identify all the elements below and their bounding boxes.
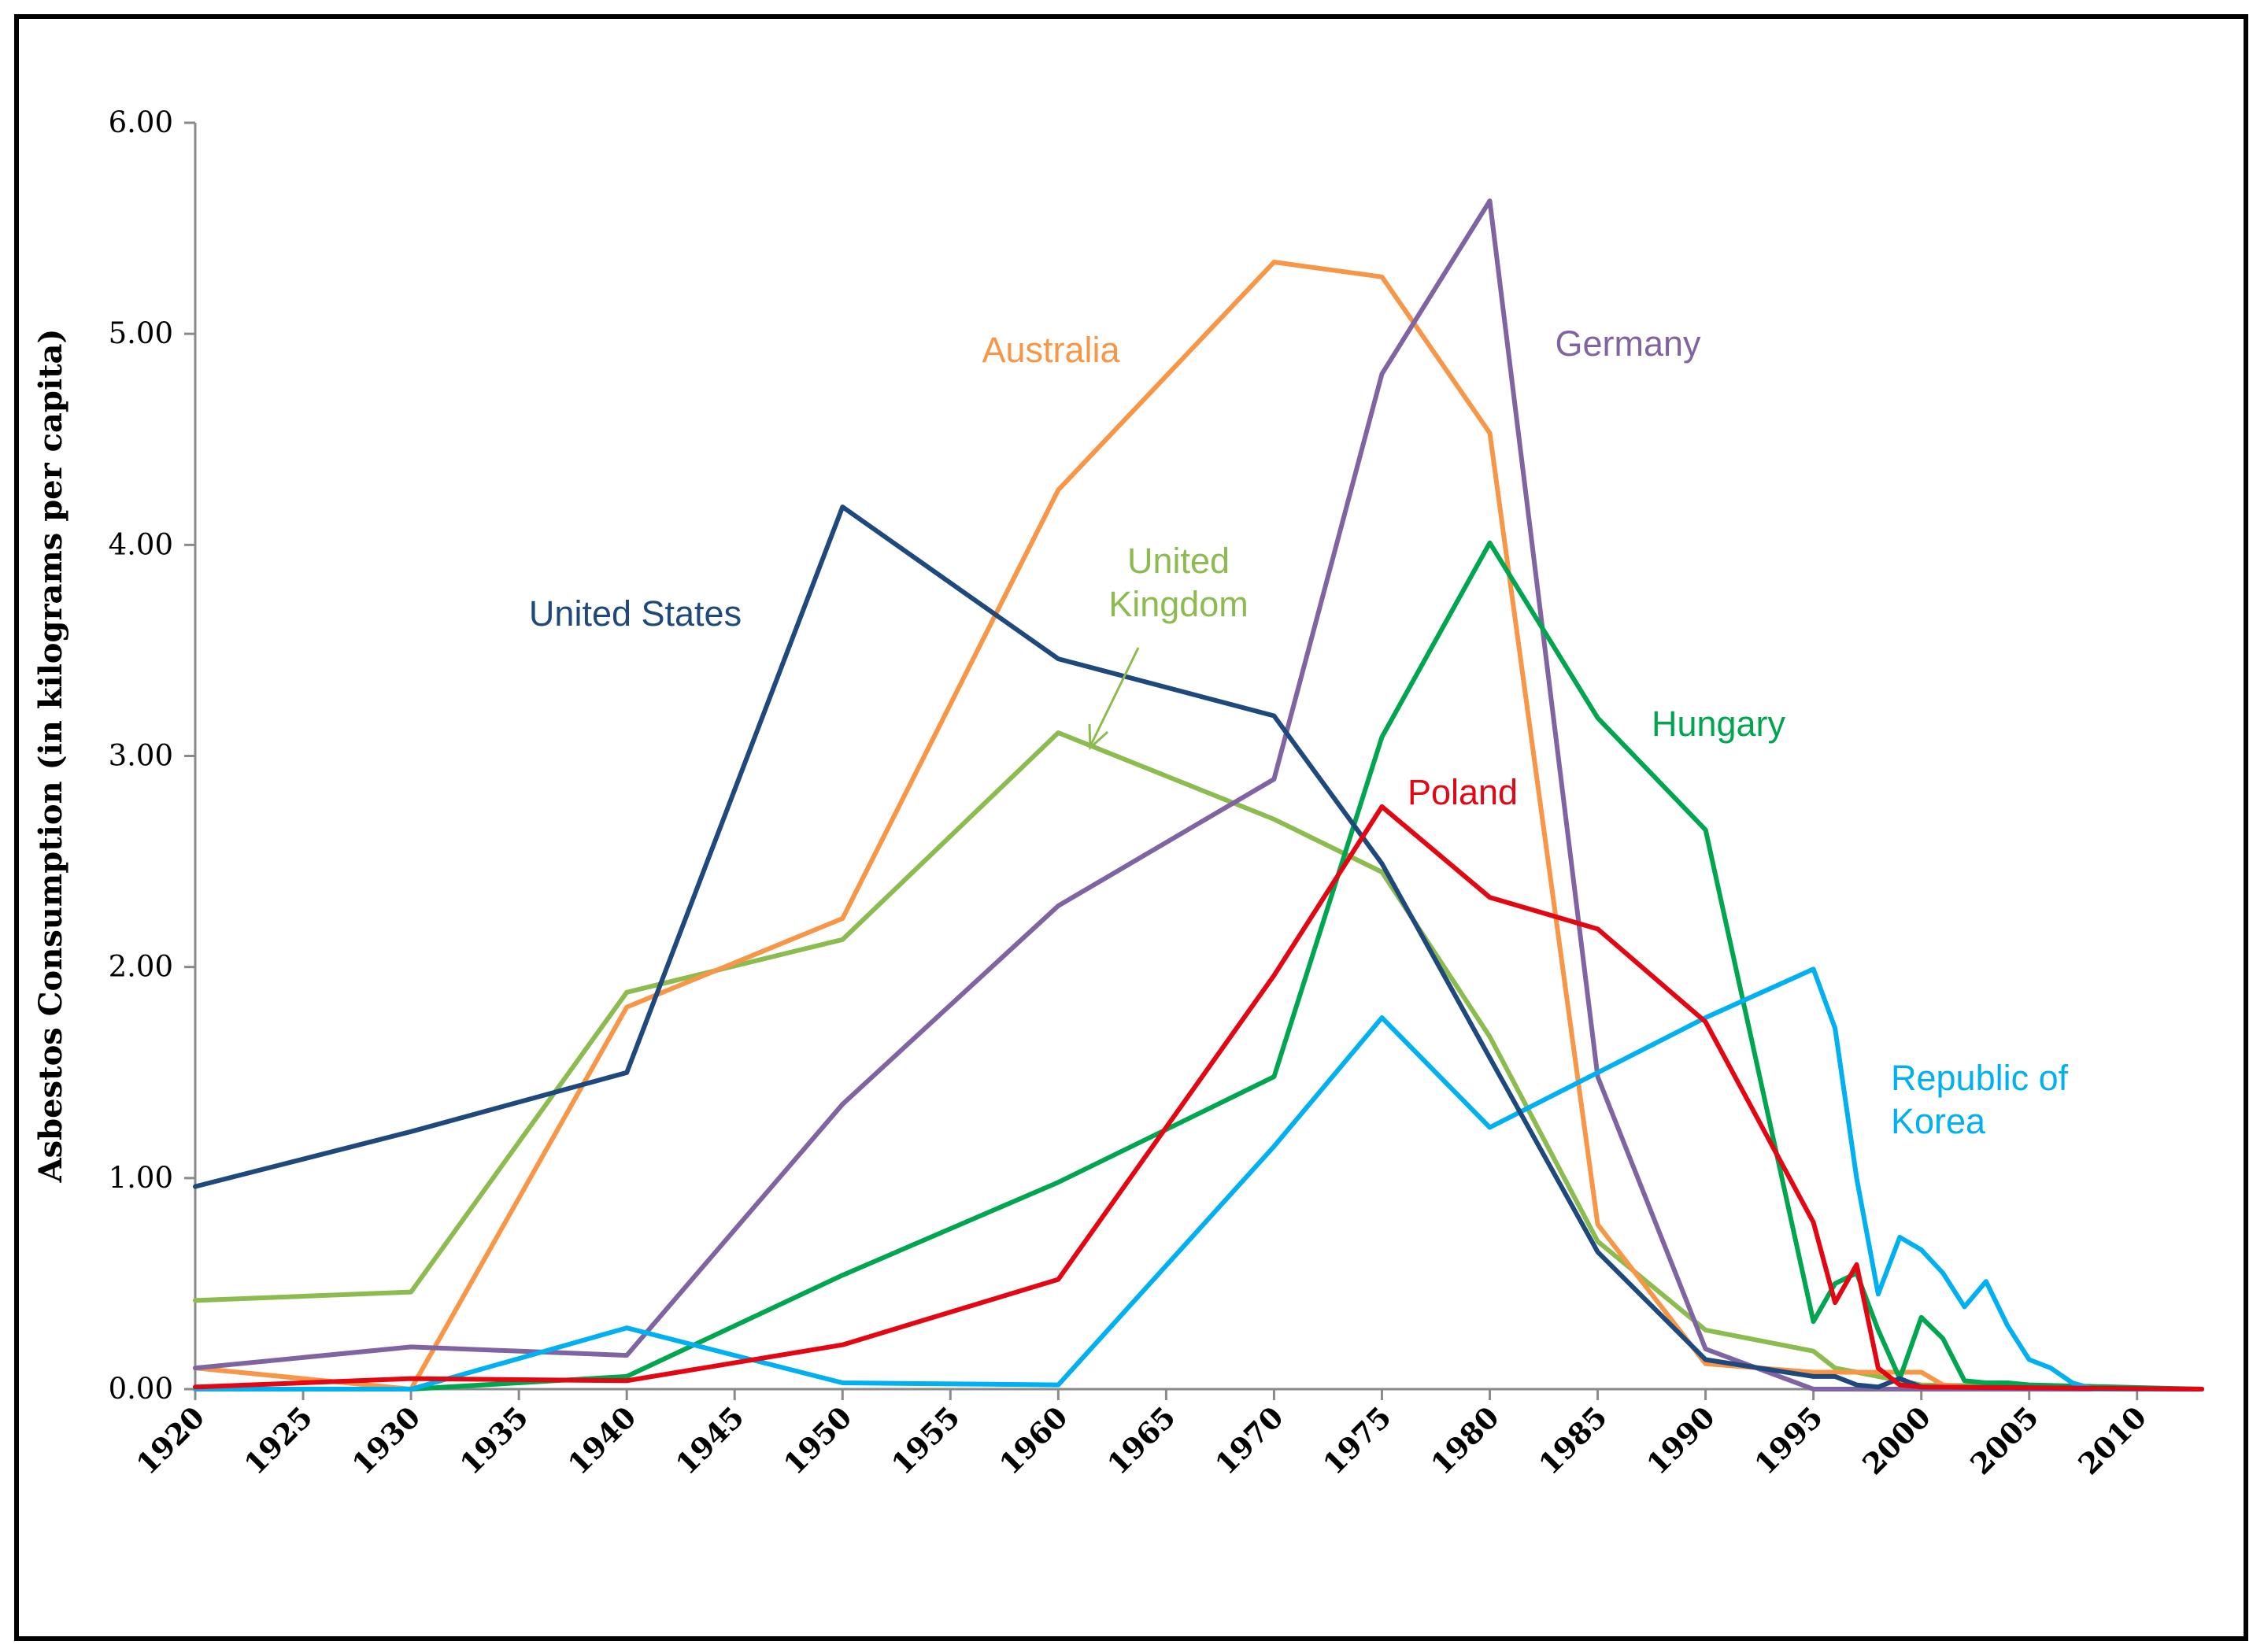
x-tick-label: 2005 <box>1963 1399 2045 1481</box>
series-line-united-states <box>193 504 2204 1391</box>
x-tick-label: 1975 <box>1316 1399 1398 1481</box>
x-tick-label: 1995 <box>1748 1399 1829 1481</box>
x-tick-label: 1990 <box>1640 1399 1722 1481</box>
axes <box>194 123 2202 1391</box>
x-tick-label: 1985 <box>1532 1399 1614 1481</box>
series-line-republic-of-korea <box>193 966 2204 1391</box>
y-tick-label: 5.00 <box>109 316 173 350</box>
x-tick-label: 1950 <box>777 1399 859 1481</box>
series-label-united-kingdom: United <box>1127 541 1230 581</box>
united-kingdom-label-arrow <box>1089 647 1140 745</box>
chart-frame <box>14 14 2248 1641</box>
y-tick-label: 0.00 <box>109 1372 173 1406</box>
y-tick-label: 1.00 <box>109 1161 173 1195</box>
series-label-poland: Poland <box>1408 772 1518 812</box>
series-label-united-states: United States <box>529 593 742 634</box>
annotations <box>1088 647 1140 751</box>
series-label-republic-of-korea: Korea <box>1891 1101 1986 1141</box>
x-tick-label: 1930 <box>346 1399 427 1481</box>
y-tick-label: 4.00 <box>109 527 173 561</box>
x-tick-label: 2000 <box>1855 1399 1937 1481</box>
x-tick-label: 1945 <box>669 1399 751 1481</box>
x-tick-label: 1935 <box>453 1399 535 1481</box>
y-tick-label: 6.00 <box>109 105 173 139</box>
x-tick-label: 2010 <box>2071 1399 2153 1481</box>
x-tick-label: 1965 <box>1101 1399 1182 1481</box>
y-axis-label: Asbestos Consumption (in kilograms per c… <box>32 329 69 1184</box>
y-tick-label: 2.00 <box>109 950 173 984</box>
series-label-republic-of-korea: Republic of <box>1891 1058 2069 1098</box>
series-lines <box>193 198 2204 1391</box>
x-tick-label: 1940 <box>561 1399 643 1481</box>
y-tick-label: 3.00 <box>109 739 173 773</box>
x-tick-label: 1920 <box>129 1399 211 1481</box>
series-line-poland <box>193 804 2204 1391</box>
series-line-australia <box>193 260 2204 1391</box>
x-tick-label: 1955 <box>885 1399 967 1481</box>
x-tick-label: 1960 <box>993 1399 1075 1481</box>
series-line-united-kingdom <box>193 730 2204 1391</box>
x-tick-label: 1970 <box>1208 1399 1290 1481</box>
series-label-australia: Australia <box>982 330 1120 370</box>
x-tick-label: 1980 <box>1424 1399 1506 1481</box>
united-kingdom-arrow-head <box>1088 723 1109 751</box>
x-tick-group: 1920 1925 1930 1935 1940 1945 1950 1955 1960 1965… <box>129 1389 2153 1481</box>
series-label-united-kingdom: Kingdom <box>1108 584 1249 624</box>
series-label-hungary: Hungary <box>1652 704 1786 744</box>
x-tick-label: 1925 <box>237 1399 319 1481</box>
series-line-hungary <box>193 540 2204 1391</box>
series-line-germany <box>193 198 2204 1391</box>
y-tick-group: 0.00 1.00 2.00 3.00 4.00 5.00 6.00 <box>109 105 195 1406</box>
series-label-germany: Germany <box>1555 323 1701 364</box>
